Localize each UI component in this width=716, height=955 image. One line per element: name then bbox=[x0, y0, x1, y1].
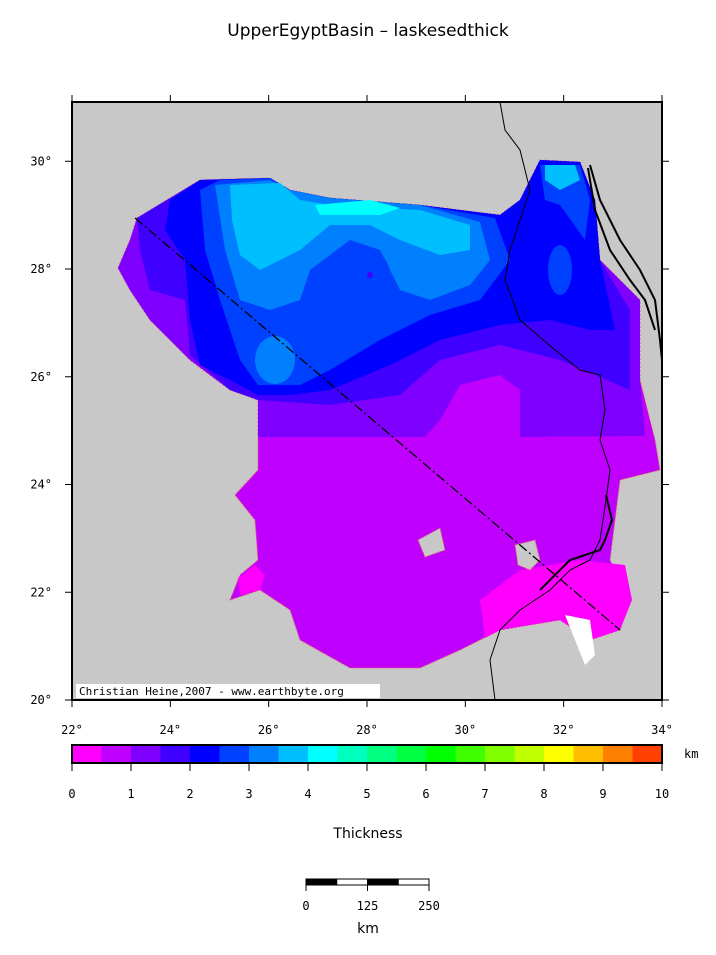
y-tick-label: 20° bbox=[30, 693, 52, 707]
region bbox=[545, 165, 580, 190]
hole bbox=[514, 539, 541, 571]
x-tick-label: 32° bbox=[553, 723, 575, 737]
scalebar-tick-label: 125 bbox=[357, 899, 379, 913]
color-swatch bbox=[544, 745, 574, 763]
color-swatch bbox=[455, 745, 486, 763]
color-swatch bbox=[367, 745, 397, 763]
color-swatch bbox=[308, 745, 338, 763]
scalebar-segment bbox=[305, 878, 338, 886]
color-swatch bbox=[219, 745, 250, 763]
credit: Christian Heine,2007 - www.earthbyte.org bbox=[79, 685, 344, 698]
color-swatch bbox=[337, 745, 368, 763]
title: UpperEgyptBasin – laskesedthick bbox=[227, 21, 509, 41]
y-tick-label: 30° bbox=[30, 154, 52, 168]
y-tick-label: 28° bbox=[30, 262, 52, 276]
scalebar-segment bbox=[397, 878, 430, 886]
scalebar-segment bbox=[336, 878, 368, 886]
color-swatch bbox=[603, 745, 633, 763]
colorbar-label: Thickness bbox=[332, 826, 402, 842]
color-swatch bbox=[426, 745, 456, 763]
map: Christian Heine,2007 - www.earthbyte.org bbox=[71, 101, 663, 701]
color-swatch bbox=[396, 745, 427, 763]
color-swatch bbox=[632, 745, 663, 763]
colorbar-tick-label: 1 bbox=[127, 787, 134, 801]
coastline bbox=[489, 101, 611, 701]
region bbox=[480, 560, 632, 640]
color-swatch bbox=[160, 745, 191, 763]
colorbar-tick-label: 0 bbox=[68, 787, 75, 801]
y-tick-label: 22° bbox=[30, 585, 52, 599]
color-swatch bbox=[278, 745, 309, 763]
color-swatch bbox=[72, 745, 102, 763]
scalebar-tick-label: 250 bbox=[418, 899, 440, 913]
colorbar-tick-label: 9 bbox=[599, 787, 606, 801]
x-tick-label: 22° bbox=[61, 723, 83, 737]
x-tick-label: 24° bbox=[159, 723, 181, 737]
y-tick-label: 24° bbox=[30, 478, 52, 492]
coastline bbox=[587, 167, 656, 331]
colorbar-unit: km bbox=[684, 747, 698, 761]
x-tick-label: 34° bbox=[651, 723, 673, 737]
colorbar-tick-label: 7 bbox=[481, 787, 488, 801]
color-swatch bbox=[514, 745, 545, 763]
hole bbox=[417, 527, 446, 558]
color-swatch bbox=[190, 745, 220, 763]
profile-line bbox=[134, 217, 621, 631]
color-swatch bbox=[131, 745, 161, 763]
x-tick-label: 26° bbox=[258, 723, 280, 737]
y-tick-label: 26° bbox=[30, 370, 52, 384]
coastline bbox=[539, 494, 614, 591]
credit-box bbox=[76, 684, 380, 698]
region bbox=[238, 565, 265, 595]
coastline bbox=[589, 164, 663, 361]
colorbar-tick-label: 8 bbox=[540, 787, 547, 801]
region bbox=[565, 615, 595, 665]
color-swatch bbox=[101, 745, 132, 763]
scalebar-unit: km bbox=[357, 921, 379, 937]
region bbox=[367, 272, 373, 278]
x-tick-label: 30° bbox=[454, 723, 476, 737]
color-swatch bbox=[485, 745, 515, 763]
scalebar-segment bbox=[367, 878, 399, 886]
colorbar-tick-label: 2 bbox=[186, 787, 193, 801]
region bbox=[230, 183, 470, 270]
color-swatch bbox=[249, 745, 279, 763]
color-swatch bbox=[573, 745, 604, 763]
x-tick-label: 28° bbox=[356, 723, 378, 737]
colorbar-tick-label: 6 bbox=[422, 787, 429, 801]
region bbox=[255, 336, 295, 384]
scalebar-tick-label: 0 bbox=[302, 899, 309, 913]
colorbar-tick-label: 4 bbox=[304, 787, 311, 801]
region bbox=[548, 245, 572, 295]
region bbox=[315, 200, 400, 215]
colorbar-tick-label: 3 bbox=[245, 787, 252, 801]
colorbar-tick-label: 10 bbox=[655, 787, 669, 801]
colorbar-tick-label: 5 bbox=[363, 787, 370, 801]
